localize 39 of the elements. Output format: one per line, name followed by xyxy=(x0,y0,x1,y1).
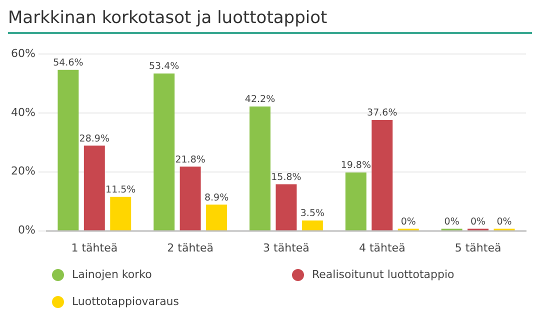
y-tick-label: 40% xyxy=(10,106,36,119)
bar xyxy=(372,120,393,230)
bar xyxy=(276,184,297,230)
bar xyxy=(250,106,270,230)
chart-title: Markkinan korkotasot ja luottotappiot xyxy=(8,8,532,34)
data-label: 11.5% xyxy=(106,184,136,196)
legend-label: Lainojen korko xyxy=(72,268,152,281)
x-tick-label: 5 tähteä xyxy=(454,241,502,254)
data-label: 19.8% xyxy=(340,160,372,172)
data-label: 0% xyxy=(470,216,486,228)
bar xyxy=(206,204,228,230)
bar xyxy=(154,73,175,230)
data-label: 0% xyxy=(496,216,512,228)
data-label: 37.6% xyxy=(367,108,398,119)
data-label: 54.6% xyxy=(53,58,84,69)
data-label: 0% xyxy=(444,216,460,228)
bar xyxy=(84,146,105,230)
data-label: 42.2% xyxy=(244,94,276,106)
x-tick-label: 4 tähteä xyxy=(358,241,406,254)
data-label: 28.9% xyxy=(79,133,110,144)
data-label: 8.9% xyxy=(204,192,229,204)
bar xyxy=(302,220,323,230)
y-tick-label: 60% xyxy=(10,46,36,60)
data-label: 0% xyxy=(400,216,416,228)
bar xyxy=(58,70,79,230)
bar xyxy=(345,172,366,230)
data-label: 53.4% xyxy=(149,61,180,72)
legend-label: Luottotappiovaraus xyxy=(72,295,180,308)
y-tick-label: 0% xyxy=(18,224,36,237)
data-label: 21.8% xyxy=(175,154,206,166)
y-tick-label: 20% xyxy=(10,164,36,178)
x-tick-label: 2 tähteä xyxy=(167,241,214,254)
x-tick-label: 1 tähteä xyxy=(71,241,118,254)
data-label: 15.8% xyxy=(271,172,302,183)
data-label: 3.5% xyxy=(300,208,325,220)
x-tick-label: 3 tähteä xyxy=(263,241,310,254)
legend-label: Realisoitunut luottotappio xyxy=(312,268,454,281)
bar xyxy=(180,166,201,230)
bar xyxy=(110,196,132,230)
